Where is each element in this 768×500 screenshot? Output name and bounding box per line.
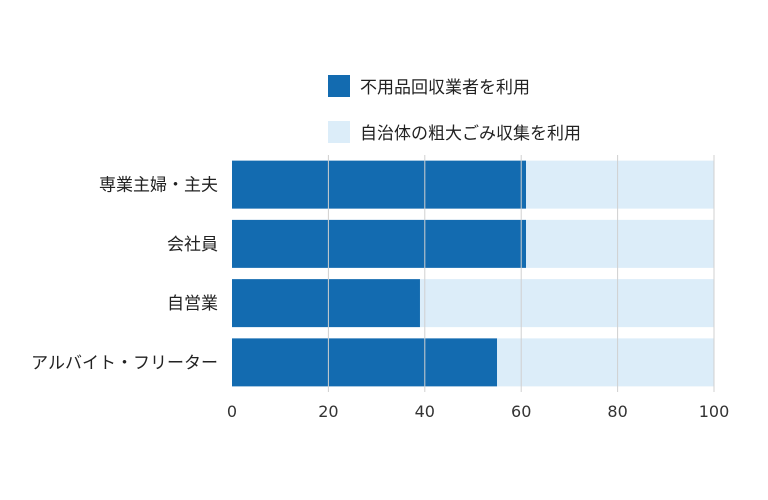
bar-series1-1: [232, 160, 527, 209]
legend-swatch-series1: [328, 74, 350, 97]
legend-item-series2: 自治体の粗大ごみ収集を利用: [328, 119, 581, 144]
x-tick-label-1: 0: [227, 402, 237, 421]
legend-label-series2: 自治体の粗大ごみ収集を利用: [360, 124, 581, 144]
bar-series1-4: [232, 338, 498, 387]
category-label-2: 会社員: [167, 235, 218, 255]
x-tick-label-6: 100: [699, 402, 730, 421]
x-tick-label-5: 80: [607, 402, 627, 421]
x-tick-label-2: 20: [318, 402, 338, 421]
legend-item-series1: 不用品回収業者を利用: [328, 73, 530, 98]
bar-series2-2: [526, 219, 714, 268]
bar-series2-4: [497, 338, 714, 387]
legend-swatch-series2: [328, 120, 350, 143]
category-label-3: 自営業: [167, 294, 218, 314]
bar-series1-3: [232, 279, 420, 328]
bar-series2-3: [419, 279, 714, 328]
category-label-1: 専業主婦・主夫: [99, 176, 218, 196]
legend-label-series1: 不用品回収業者を利用: [360, 78, 530, 98]
category-label-4: アルバイト・フリーター: [31, 353, 218, 373]
x-tick-label-4: 60: [511, 402, 531, 421]
bar-series1-2: [232, 219, 527, 268]
bar-series2-1: [526, 160, 714, 209]
x-tick-label-3: 40: [415, 402, 435, 421]
